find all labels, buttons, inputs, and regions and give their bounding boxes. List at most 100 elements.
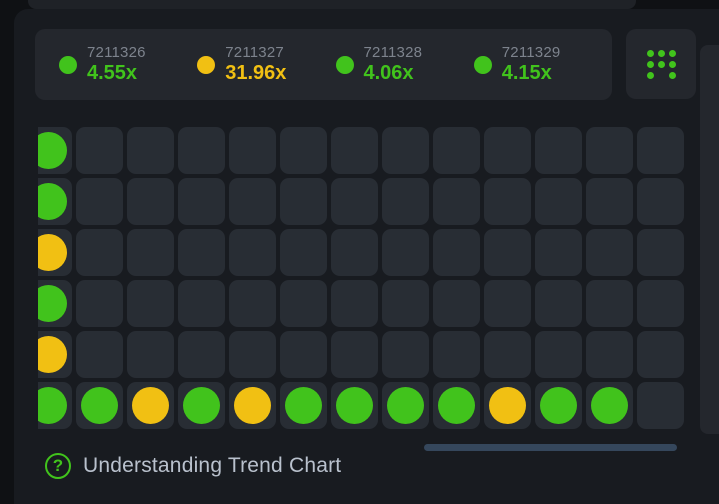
trend-cell: [586, 382, 633, 429]
result-status-dot: [473, 55, 492, 74]
trend-cell: [178, 331, 225, 378]
grid-dots-icon: [646, 49, 676, 79]
understanding-trend-chart-link[interactable]: ? Understanding Trend Chart: [45, 453, 341, 479]
result-item[interactable]: 7211328 4.06x: [335, 44, 474, 86]
trend-cell: [280, 382, 327, 429]
trend-dot-green: [591, 387, 628, 424]
trend-dot-yellow: [38, 234, 67, 271]
trend-cell: [229, 178, 276, 225]
help-question-icon: ?: [45, 453, 71, 479]
trend-grid-toggle-button[interactable]: [626, 29, 696, 99]
trend-cell: [76, 178, 123, 225]
trend-dot-green: [438, 387, 475, 424]
game-multiplier: 31.96x: [225, 62, 287, 85]
trend-cell: [433, 229, 480, 276]
trend-cell: [535, 382, 582, 429]
trend-cell: [127, 382, 174, 429]
recent-results-bar: 7211326 4.55x 7211327 31.96x 7211328 4.06x 721…: [35, 29, 612, 100]
trend-dot-green: [38, 285, 67, 322]
trend-cell: [586, 127, 633, 174]
horizontal-scrollbar-thumb[interactable]: [424, 444, 677, 451]
trend-cell: [586, 280, 633, 327]
trend-dot-yellow: [132, 387, 169, 424]
trend-cell: [331, 331, 378, 378]
trend-cell: [127, 178, 174, 225]
trend-cell: [382, 382, 429, 429]
trend-cell: [38, 229, 72, 276]
trend-dot-green: [387, 387, 424, 424]
game-id: 7211326: [87, 43, 146, 61]
trend-cell: [484, 229, 531, 276]
trend-cell: [331, 127, 378, 174]
trend-dot-yellow: [489, 387, 526, 424]
trend-chart-card: 7211326 4.55x 7211327 31.96x 7211328 4.06x 721…: [14, 9, 719, 504]
trend-cell: [433, 280, 480, 327]
trend-cell: [76, 127, 123, 174]
trend-cell: [433, 127, 480, 174]
trend-cell: [535, 229, 582, 276]
trend-cell: [178, 127, 225, 174]
trend-cell: [280, 280, 327, 327]
trend-cell: [433, 331, 480, 378]
trend-cell: [535, 331, 582, 378]
trend-cell: [38, 331, 72, 378]
help-link-label: Understanding Trend Chart: [83, 454, 342, 477]
trend-cell: [484, 331, 531, 378]
trend-cell: [484, 382, 531, 429]
result-item[interactable]: 7211329 4.15x: [473, 43, 612, 86]
result-status-dot: [197, 55, 216, 74]
trend-dot-yellow: [38, 336, 67, 373]
trend-cell: [76, 280, 123, 327]
trend-cell: [280, 178, 327, 225]
trend-cell: [38, 178, 72, 225]
trend-cell: [229, 127, 276, 174]
trend-cell: [178, 178, 225, 225]
trend-cell: [331, 229, 378, 276]
trend-cell: [76, 331, 123, 378]
trend-cell: [382, 127, 429, 174]
trend-cell: [433, 178, 480, 225]
trend-cell: [178, 229, 225, 276]
trend-cell: [38, 382, 72, 429]
game-multiplier: 4.06x: [363, 62, 414, 85]
trend-cell: [586, 178, 633, 225]
clipped-top-element: [28, 0, 636, 9]
trend-dot-green: [285, 387, 322, 424]
result-item[interactable]: 7211327 31.96x: [197, 44, 335, 86]
trend-dot-green: [38, 132, 67, 169]
trend-cell: [382, 178, 429, 225]
trend-grid[interactable]: [38, 127, 684, 429]
trend-cell: [38, 280, 72, 327]
result-status-dot: [335, 55, 354, 74]
trend-dot-green: [38, 387, 67, 424]
trend-cell: [586, 331, 633, 378]
trend-cell: [76, 382, 123, 429]
trend-cell: [535, 178, 582, 225]
trend-cell: [229, 331, 276, 378]
trend-dot-yellow: [234, 387, 271, 424]
trend-cell: [229, 229, 276, 276]
trend-dot-green: [336, 387, 373, 424]
trend-cell: [382, 280, 429, 327]
clipped-right-panel: [700, 45, 719, 434]
trend-cell: [127, 280, 174, 327]
trend-cell: [127, 229, 174, 276]
trend-dot-green: [38, 183, 67, 220]
trend-cell: [127, 331, 174, 378]
trend-dot-green: [540, 387, 577, 424]
trend-cell: [637, 382, 684, 429]
trend-cell: [76, 229, 123, 276]
trend-cell: [382, 229, 429, 276]
trend-cell: [484, 127, 531, 174]
result-item[interactable]: 7211326 4.55x: [59, 44, 197, 86]
trend-cell: [127, 127, 174, 174]
trend-cell: [280, 127, 327, 174]
trend-cell: [331, 382, 378, 429]
game-id: 7211329: [501, 43, 561, 61]
trend-cell: [484, 178, 531, 225]
trend-cell: [637, 127, 684, 174]
trend-cell: [637, 229, 684, 276]
trend-dot-green: [81, 387, 118, 424]
trend-cell: [178, 382, 225, 429]
trend-cell: [382, 331, 429, 378]
